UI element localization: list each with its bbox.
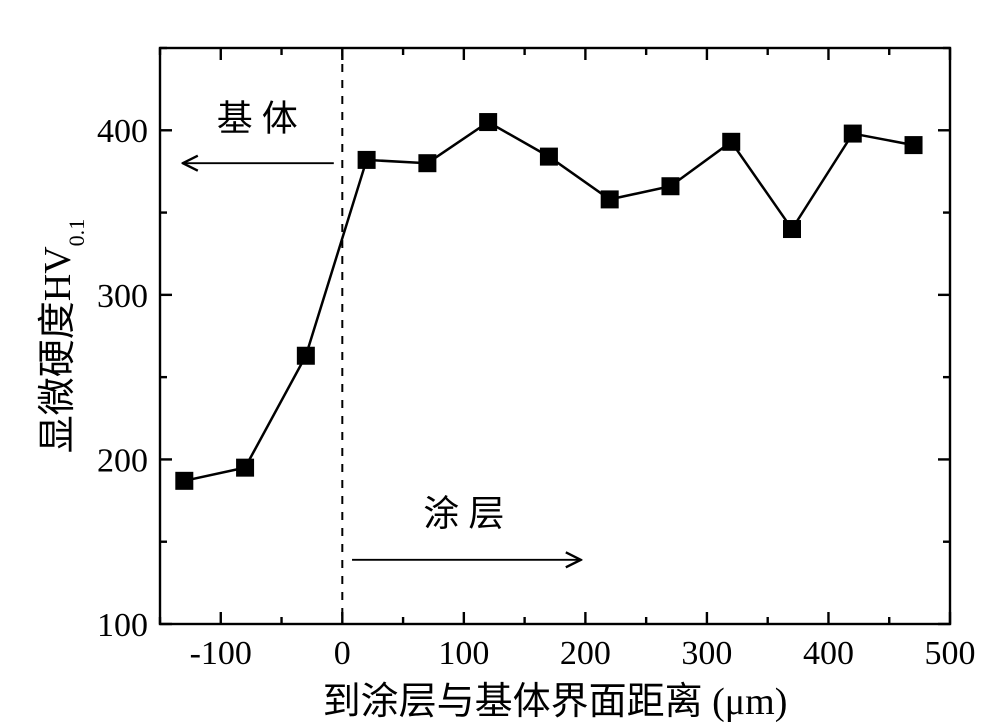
hardness-chart: -100 0 100 200 300 400 500 100 200 300 400 基 体涂 层到涂… xyxy=(0,0,1000,726)
x-tick-label: 500 xyxy=(925,635,976,672)
x-tick-label: 0 xyxy=(334,635,351,672)
y-tick-label: 400 xyxy=(97,113,148,150)
data-point xyxy=(601,191,618,208)
data-point xyxy=(662,178,679,195)
x-tick-label: 200 xyxy=(560,635,611,672)
data-point xyxy=(480,114,497,131)
y-tick-label: 300 xyxy=(97,278,148,315)
y-tick-label: 200 xyxy=(97,442,148,479)
x-tick-label: 400 xyxy=(803,635,854,672)
data-point xyxy=(723,133,740,150)
y-tick-label: 100 xyxy=(97,607,148,644)
data-point xyxy=(419,155,436,172)
x-tick-label: 300 xyxy=(681,635,732,672)
x-axis-label: 到涂层与基体界面距离 (μm) xyxy=(323,681,788,723)
data-point xyxy=(176,472,193,489)
x-tick-label: 100 xyxy=(438,635,489,672)
data-point xyxy=(784,221,801,238)
data-point xyxy=(297,347,314,364)
data-point xyxy=(844,125,861,142)
coating-label: 涂 层 xyxy=(423,493,504,533)
data-point xyxy=(905,137,922,154)
x-tick-label: -100 xyxy=(190,635,252,672)
data-point xyxy=(540,148,557,165)
data-point xyxy=(237,459,254,476)
data-point xyxy=(358,151,375,168)
substrate-label: 基 体 xyxy=(217,98,298,138)
